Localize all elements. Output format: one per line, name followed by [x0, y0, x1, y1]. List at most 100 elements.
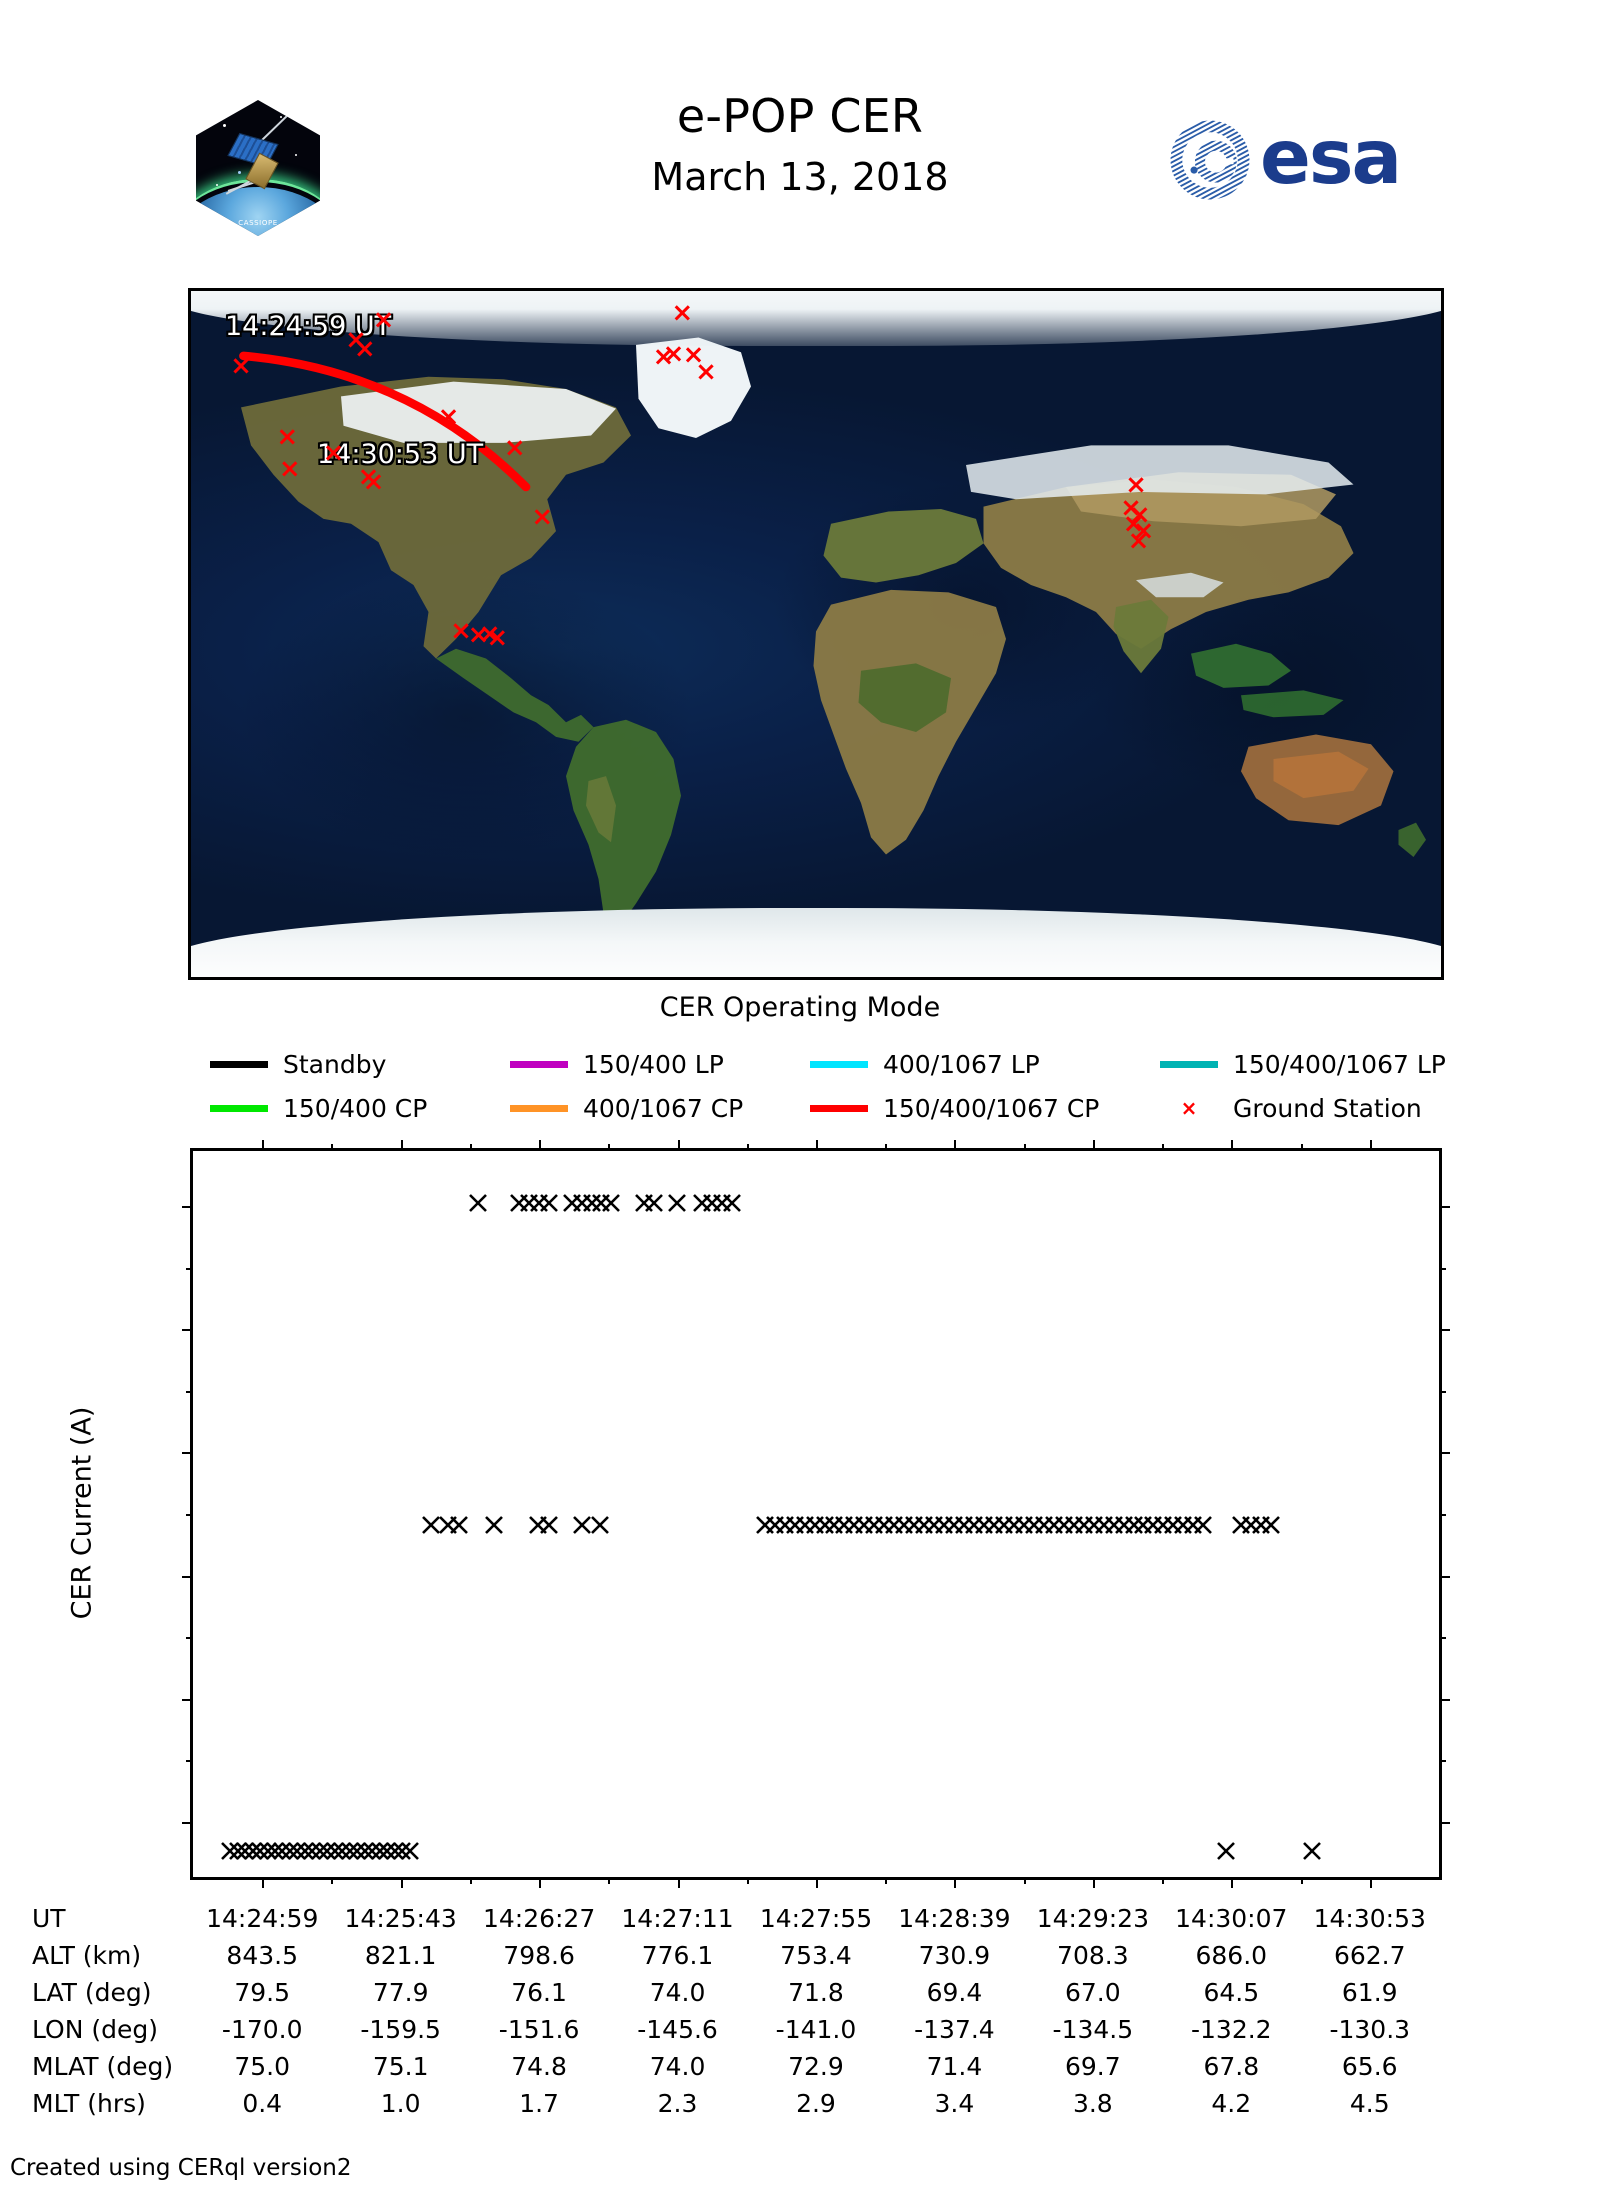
x-axis-minor-tick: [1162, 1877, 1165, 1884]
legend-item: 150/400/1067 CP: [810, 1094, 1160, 1123]
table-cell: 14:30:07: [1175, 1904, 1288, 1933]
y-axis-label: CER Current (A): [66, 1406, 98, 1620]
table-cell: 2.3: [657, 2089, 698, 2118]
legend-label: 150/400/1067 CP: [883, 1093, 1100, 1123]
x-axis-tick-top: [1231, 1140, 1234, 1151]
legend-color-swatch: [210, 1060, 268, 1068]
table-row: MLAT (deg) 75.0 75.1 74.8 74.0 72.9 71.4 69.7 67…: [32, 2048, 1439, 2085]
logo-caption: CASSIOPE: [238, 219, 278, 227]
legend-title: CER Operating Mode: [659, 992, 941, 1023]
table-row: LAT (deg) 79.5 77.9 76.1 74.0 71.8 69.4 67.0 64.…: [32, 1974, 1439, 2011]
x-axis-tick-top: [400, 1140, 403, 1151]
table-row: MLT (hrs) 0.4 1.0 1.7 2.3 2.9 3.4 3.8 4.2 4.5: [32, 2085, 1439, 2122]
table-cell: 75.1: [372, 2052, 429, 2081]
satellite-ground-track: [239, 351, 531, 492]
x-axis-tick: [262, 1877, 265, 1888]
world-map-panel[interactable]: 14:24:59 UT 14:30:53 UT × × × × × × × × × × × × × × × ×…: [188, 288, 1444, 980]
ground-station-marker: ×: [357, 461, 380, 492]
table-cell: -130.3: [1329, 2015, 1411, 2044]
x-axis-tick: [954, 1877, 957, 1888]
table-cell: 75.0: [234, 2052, 291, 2081]
table-row-label: ALT (km): [32, 1941, 142, 1970]
ground-station-marker: ×: [437, 401, 460, 432]
x-axis-minor-tick: [885, 1877, 888, 1884]
table-cell: 74.8: [511, 2052, 567, 2081]
table-cell: 14:30:53: [1313, 1904, 1426, 1933]
cassiope-mission-logo: CASSIOPE: [191, 95, 325, 241]
table-cell: 4.5: [1349, 2089, 1390, 2118]
legend-color-swatch: [210, 1104, 268, 1112]
table-cell: 14:29:23: [1036, 1904, 1149, 1933]
logo-star: [223, 124, 227, 128]
logo-star: [238, 170, 242, 174]
y-axis-tick: [182, 1206, 193, 1209]
y-axis-minor-tick: [186, 1760, 193, 1763]
y-axis-minor-tick-right: [1439, 1390, 1446, 1393]
table-cell: 64.5: [1203, 1978, 1260, 2007]
x-axis-minor-tick-top: [885, 1144, 888, 1151]
table-cell: 708.3: [1057, 1941, 1129, 1970]
table-row: ALT (km) 843.5 821.1 798.6 776.1 753.4 730.9 70…: [32, 1937, 1439, 1974]
esa-wordmark: esa: [1260, 113, 1402, 201]
table-cell: 69.7: [1065, 2052, 1121, 2081]
page-header: CASSIOPE e-POP CER March 13, 2018: [0, 0, 1600, 280]
legend-row: Standby 150/400 LP 400/1067 LP 150/400/1067…: [210, 1042, 1450, 1086]
x-axis-minor-tick-top: [331, 1144, 334, 1151]
ground-station-marker: ×: [322, 437, 345, 468]
track-start-time-label: 14:24:59 UT: [225, 311, 392, 342]
table-cell: 71.4: [926, 2052, 983, 2081]
table-row-label: MLAT (deg): [32, 2052, 174, 2081]
legend-ground-station-icon: ×: [1180, 1096, 1198, 1120]
table-cell: 821.1: [364, 1941, 437, 1970]
y-axis-tick: [182, 1575, 193, 1578]
x-axis-tick: [400, 1877, 403, 1888]
y-axis-tick-right: [1439, 1452, 1450, 1455]
ground-station-marker: ×: [531, 502, 554, 533]
cer-current-plot[interactable]: 0.530.540.550.560.570.58: [182, 1140, 1450, 1888]
title-block: e-POP CER March 13, 2018: [400, 92, 1200, 198]
table-cell: -137.4: [914, 2015, 995, 2044]
track-end-time-label: 14:30:53 UT: [317, 439, 484, 470]
table-cell: 4.2: [1211, 2089, 1252, 2118]
table-cell: 798.6: [503, 1941, 575, 1970]
table-cell: 67.8: [1203, 2052, 1260, 2081]
legend-item: 400/1067 CP: [510, 1094, 810, 1123]
legend-color-swatch: [810, 1104, 868, 1112]
table-cell: 753.4: [780, 1941, 852, 1970]
x-axis-tick: [1231, 1877, 1234, 1888]
page-title: e-POP CER: [676, 89, 924, 143]
legend-item: 150/400 LP: [510, 1050, 810, 1079]
logo-star: [295, 154, 298, 157]
table-cell: 76.1: [511, 1978, 567, 2007]
legend-label: 150/400 LP: [583, 1049, 724, 1079]
table-cell: 67.0: [1065, 1978, 1121, 2007]
legend-item: 400/1067 LP: [810, 1050, 1160, 1079]
x-axis-tick-top: [539, 1140, 542, 1151]
y-axis-tick: [182, 1698, 193, 1701]
ground-station-marker: ×: [467, 620, 490, 651]
logo-star: [215, 184, 218, 187]
page-date: March 13, 2018: [651, 155, 949, 200]
table-cell: 3.8: [1072, 2089, 1113, 2118]
ephemeris-table: UT 14:24:59 14:25:43 14:26:27 14:27:11 14:27:…: [32, 1900, 1439, 2122]
ground-station-marker: ×: [276, 422, 299, 453]
x-axis-tick: [677, 1877, 680, 1888]
ground-station-marker: ×: [478, 619, 501, 649]
table-cell: 77.9: [372, 1978, 429, 2007]
x-axis-minor-tick: [331, 1877, 334, 1884]
ground-station-marker: ×: [1128, 499, 1151, 530]
table-cell: -170.0: [221, 2015, 303, 2044]
legend-label: Ground Station: [1233, 1093, 1422, 1123]
ground-station-marker: ×: [345, 325, 367, 356]
ground-station-marker: ×: [1125, 470, 1147, 501]
table-cell: 69.4: [926, 1978, 983, 2007]
logo-star: [280, 116, 283, 119]
y-axis-tick: [182, 1329, 193, 1332]
x-axis-minor-tick: [746, 1877, 749, 1884]
x-axis-minor-tick: [1023, 1877, 1026, 1884]
legend-color-swatch: [510, 1060, 568, 1068]
y-axis-minor-tick: [186, 1637, 193, 1640]
ground-station-marker: ×: [652, 341, 675, 372]
ground-station-marker: ×: [230, 351, 252, 382]
map-landmasses: [241, 337, 1426, 928]
